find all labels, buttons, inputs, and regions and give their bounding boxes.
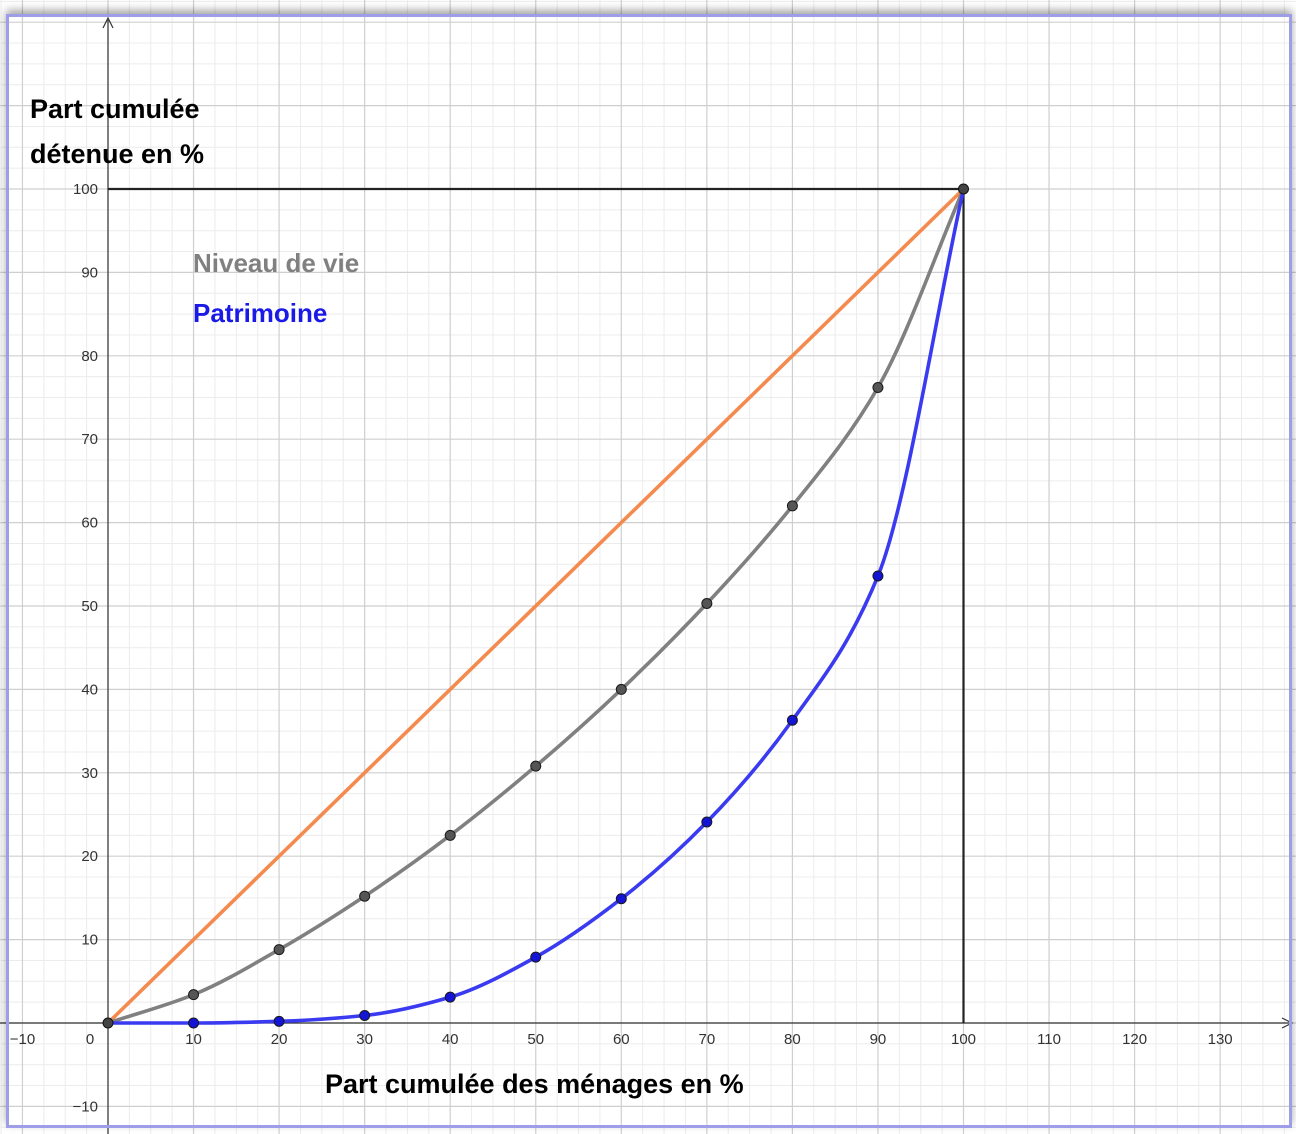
data-point-niveau-de-vie <box>273 944 285 956</box>
x-tick-label: 30 <box>356 1031 373 1048</box>
y-tick-label: 90 <box>81 264 98 281</box>
y-tick-label: −10 <box>73 1098 98 1115</box>
data-point-niveau-de-vie <box>530 760 542 772</box>
data-point-niveau-de-vie <box>786 500 798 512</box>
x-axis-title: Part cumulée des ménages en % <box>325 1069 744 1099</box>
data-point-niveau-de-vie <box>188 989 200 1001</box>
x-tick-label: 0 <box>86 1031 94 1048</box>
data-point-niveau-de-vie <box>615 683 627 695</box>
data-point-patrimoine <box>359 1009 371 1021</box>
y-tick-label: 80 <box>81 348 98 365</box>
x-tick-label: 80 <box>784 1031 801 1048</box>
legend-patrimoine: Patrimoine <box>193 298 327 328</box>
x-tick-label: 100 <box>951 1031 976 1048</box>
x-tick-labels: −10 0 10 20 30 40 50 60 70 80 90 100 110 120 130 <box>10 1031 1233 1048</box>
data-point-patrimoine <box>530 951 542 963</box>
endpoint-100-100 <box>958 183 969 195</box>
y-tick-label: 10 <box>81 932 98 949</box>
x-tick-label: 50 <box>527 1031 544 1048</box>
data-point-patrimoine <box>444 991 456 1003</box>
data-point-niveau-de-vie <box>444 829 456 841</box>
y-axis-title-line1: Part cumulée <box>30 94 200 124</box>
data-point-patrimoine <box>273 1015 285 1027</box>
data-point-patrimoine <box>615 893 627 905</box>
x-tick-label: 90 <box>870 1031 887 1048</box>
y-axis-title-line2: détenue en % <box>30 139 204 169</box>
graphics-view-frame <box>6 14 1292 1128</box>
x-tick-label: 60 <box>613 1031 630 1048</box>
reference-box <box>108 187 965 1023</box>
y-tick-label: 100 <box>73 181 98 198</box>
y-tick-label: 60 <box>81 515 98 532</box>
x-tick-label: −10 <box>10 1031 35 1048</box>
legend-niveau-de-vie: Niveau de vie <box>193 248 359 278</box>
x-tick-label: 130 <box>1208 1031 1233 1048</box>
x-tick-label: 10 <box>185 1031 202 1048</box>
y-tick-label: 40 <box>81 681 98 698</box>
data-points <box>102 183 969 1029</box>
data-point-patrimoine <box>188 1017 200 1029</box>
y-tick-labels: −10 10 20 30 40 50 60 70 80 90 100 <box>73 181 98 1115</box>
origin-point <box>102 1017 114 1029</box>
equality-line <box>106 187 966 1025</box>
data-point-niveau-de-vie <box>701 597 713 609</box>
y-tick-label: 20 <box>81 848 98 865</box>
data-point-niveau-de-vie <box>359 890 371 902</box>
x-axis-arrow <box>1281 1017 1294 1029</box>
data-point-patrimoine <box>701 816 713 828</box>
y-axis-arrow <box>102 16 114 29</box>
equality-diagonal <box>106 187 966 1025</box>
x-tick-label: 110 <box>1037 1031 1061 1048</box>
x-tick-label: 70 <box>699 1031 716 1048</box>
y-tick-label: 50 <box>81 598 98 615</box>
x-tick-label: 40 <box>442 1031 459 1048</box>
y-tick-label: 30 <box>81 765 98 782</box>
x-tick-label: 20 <box>271 1031 288 1048</box>
data-point-niveau-de-vie <box>872 381 884 393</box>
data-point-patrimoine <box>786 714 798 726</box>
x-tick-label: 120 <box>1122 1031 1147 1048</box>
y-tick-label: 70 <box>81 431 98 448</box>
data-point-patrimoine <box>872 570 884 582</box>
